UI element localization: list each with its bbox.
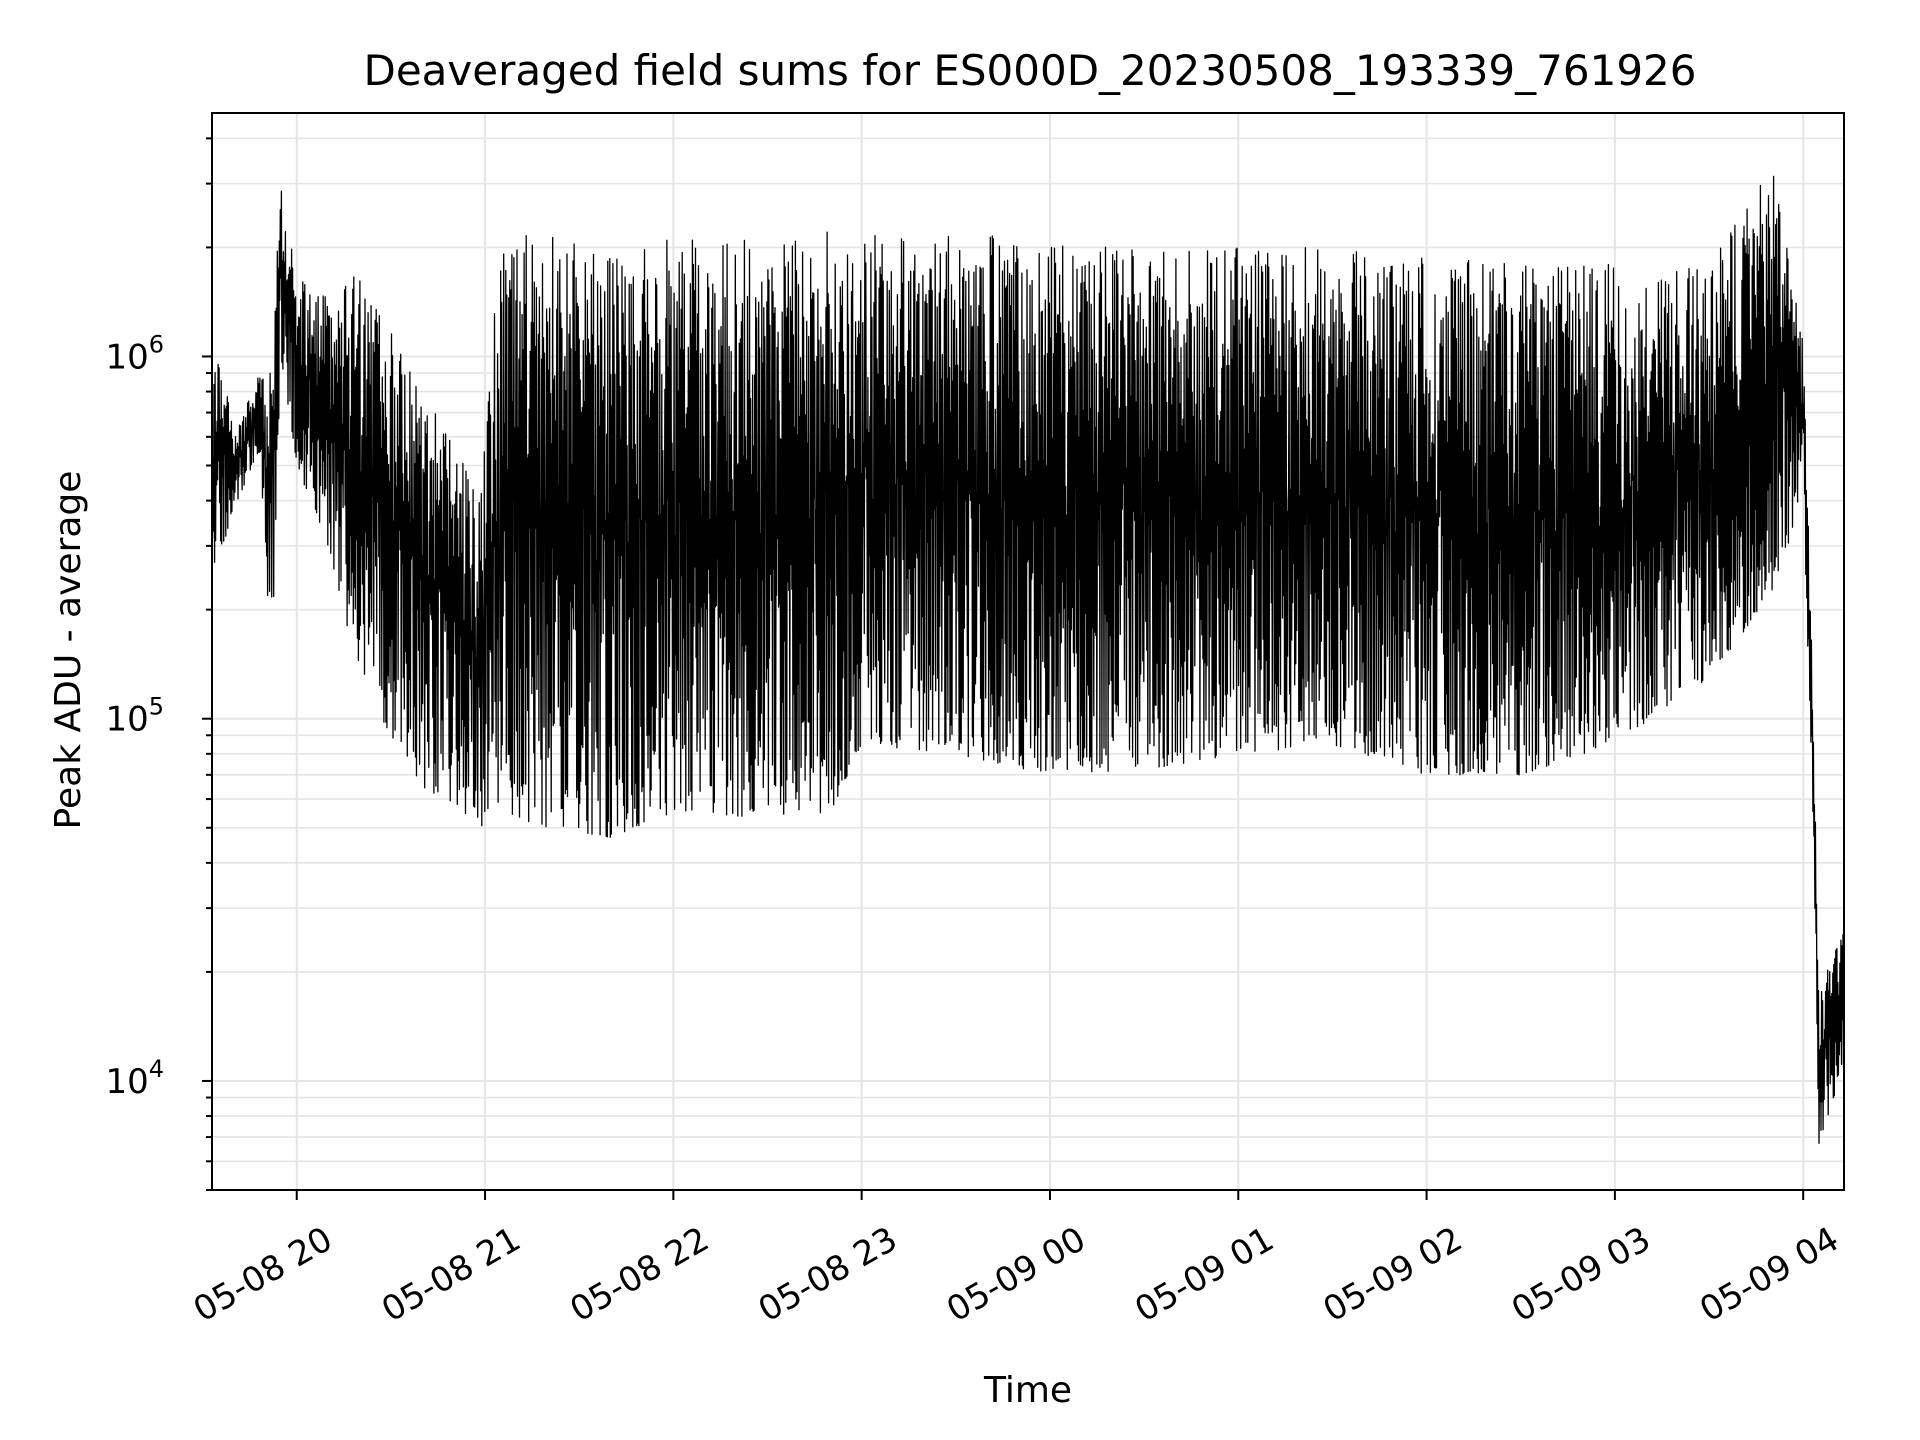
y-tick-label: 105	[105, 693, 164, 740]
series-line	[211, 175, 1845, 1144]
data-line	[211, 175, 1845, 1144]
y-tick-label: 106	[105, 330, 164, 377]
x-axis-label: Time	[983, 1370, 1072, 1411]
y-tick-label: 104	[105, 1055, 164, 1102]
y-axis-label: Peak ADU - average	[48, 471, 89, 830]
chart-title: Deaveraged field sums for ES000D_2023050…	[364, 46, 1697, 95]
plot-frame	[211, 112, 1845, 1191]
